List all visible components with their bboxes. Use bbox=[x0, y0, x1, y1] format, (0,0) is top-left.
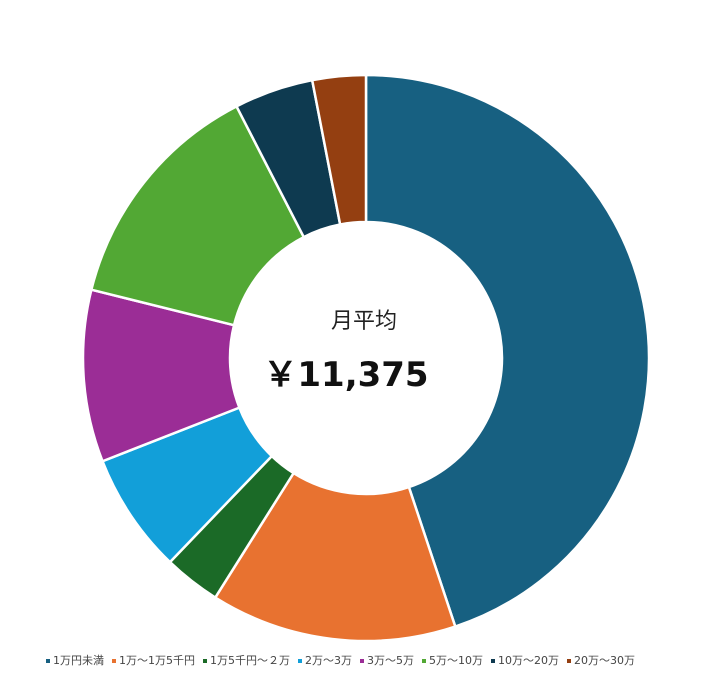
legend-swatch-3 bbox=[203, 659, 207, 663]
legend-item-7: 10万～20万 bbox=[491, 654, 559, 667]
legend-item-1: 1万円未満 bbox=[46, 654, 104, 667]
legend-item-4: 2万～3万 bbox=[298, 654, 352, 667]
slice-2 bbox=[214, 471, 457, 643]
legend-label-2: 1万～1万5千円 bbox=[119, 654, 195, 667]
legend-item-8: 20万～30万 bbox=[567, 654, 635, 667]
legend-item-5: 3万～5万 bbox=[360, 654, 414, 667]
legend-label-5: 3万～5万 bbox=[367, 654, 414, 667]
legend-swatch-4 bbox=[298, 659, 302, 663]
legend-swatch-6 bbox=[422, 659, 426, 663]
slice-6 bbox=[90, 105, 306, 327]
legend-swatch-7 bbox=[491, 659, 495, 663]
legend-label-7: 10万～20万 bbox=[498, 654, 559, 667]
legend-swatch-2 bbox=[112, 659, 116, 663]
legend-swatch-8 bbox=[567, 659, 571, 663]
legend-swatch-1 bbox=[46, 659, 50, 663]
legend-label-8: 20万～30万 bbox=[574, 654, 635, 667]
center-label: 月平均 bbox=[331, 309, 397, 334]
donut-slices bbox=[81, 73, 651, 643]
legend-label-3: 1万5千円～２万 bbox=[210, 654, 290, 667]
legend-item-3: 1万5千円～２万 bbox=[203, 654, 290, 667]
slice-8 bbox=[310, 73, 368, 226]
legend: 1万円未満 1万～1万5千円 1万5千円～２万 2万～3万 3万～5万 5万～10万 10万… bbox=[46, 654, 635, 667]
legend-item-2: 1万～1万5千円 bbox=[112, 654, 195, 667]
legend-item-6: 5万～10万 bbox=[422, 654, 483, 667]
legend-label-6: 5万～10万 bbox=[429, 654, 483, 667]
slice-1 bbox=[364, 73, 651, 628]
legend-label-4: 2万～3万 bbox=[305, 654, 352, 667]
legend-swatch-5 bbox=[360, 659, 364, 663]
center-value: ￥11,375 bbox=[263, 355, 428, 395]
legend-label-1: 1万円未満 bbox=[53, 654, 104, 667]
